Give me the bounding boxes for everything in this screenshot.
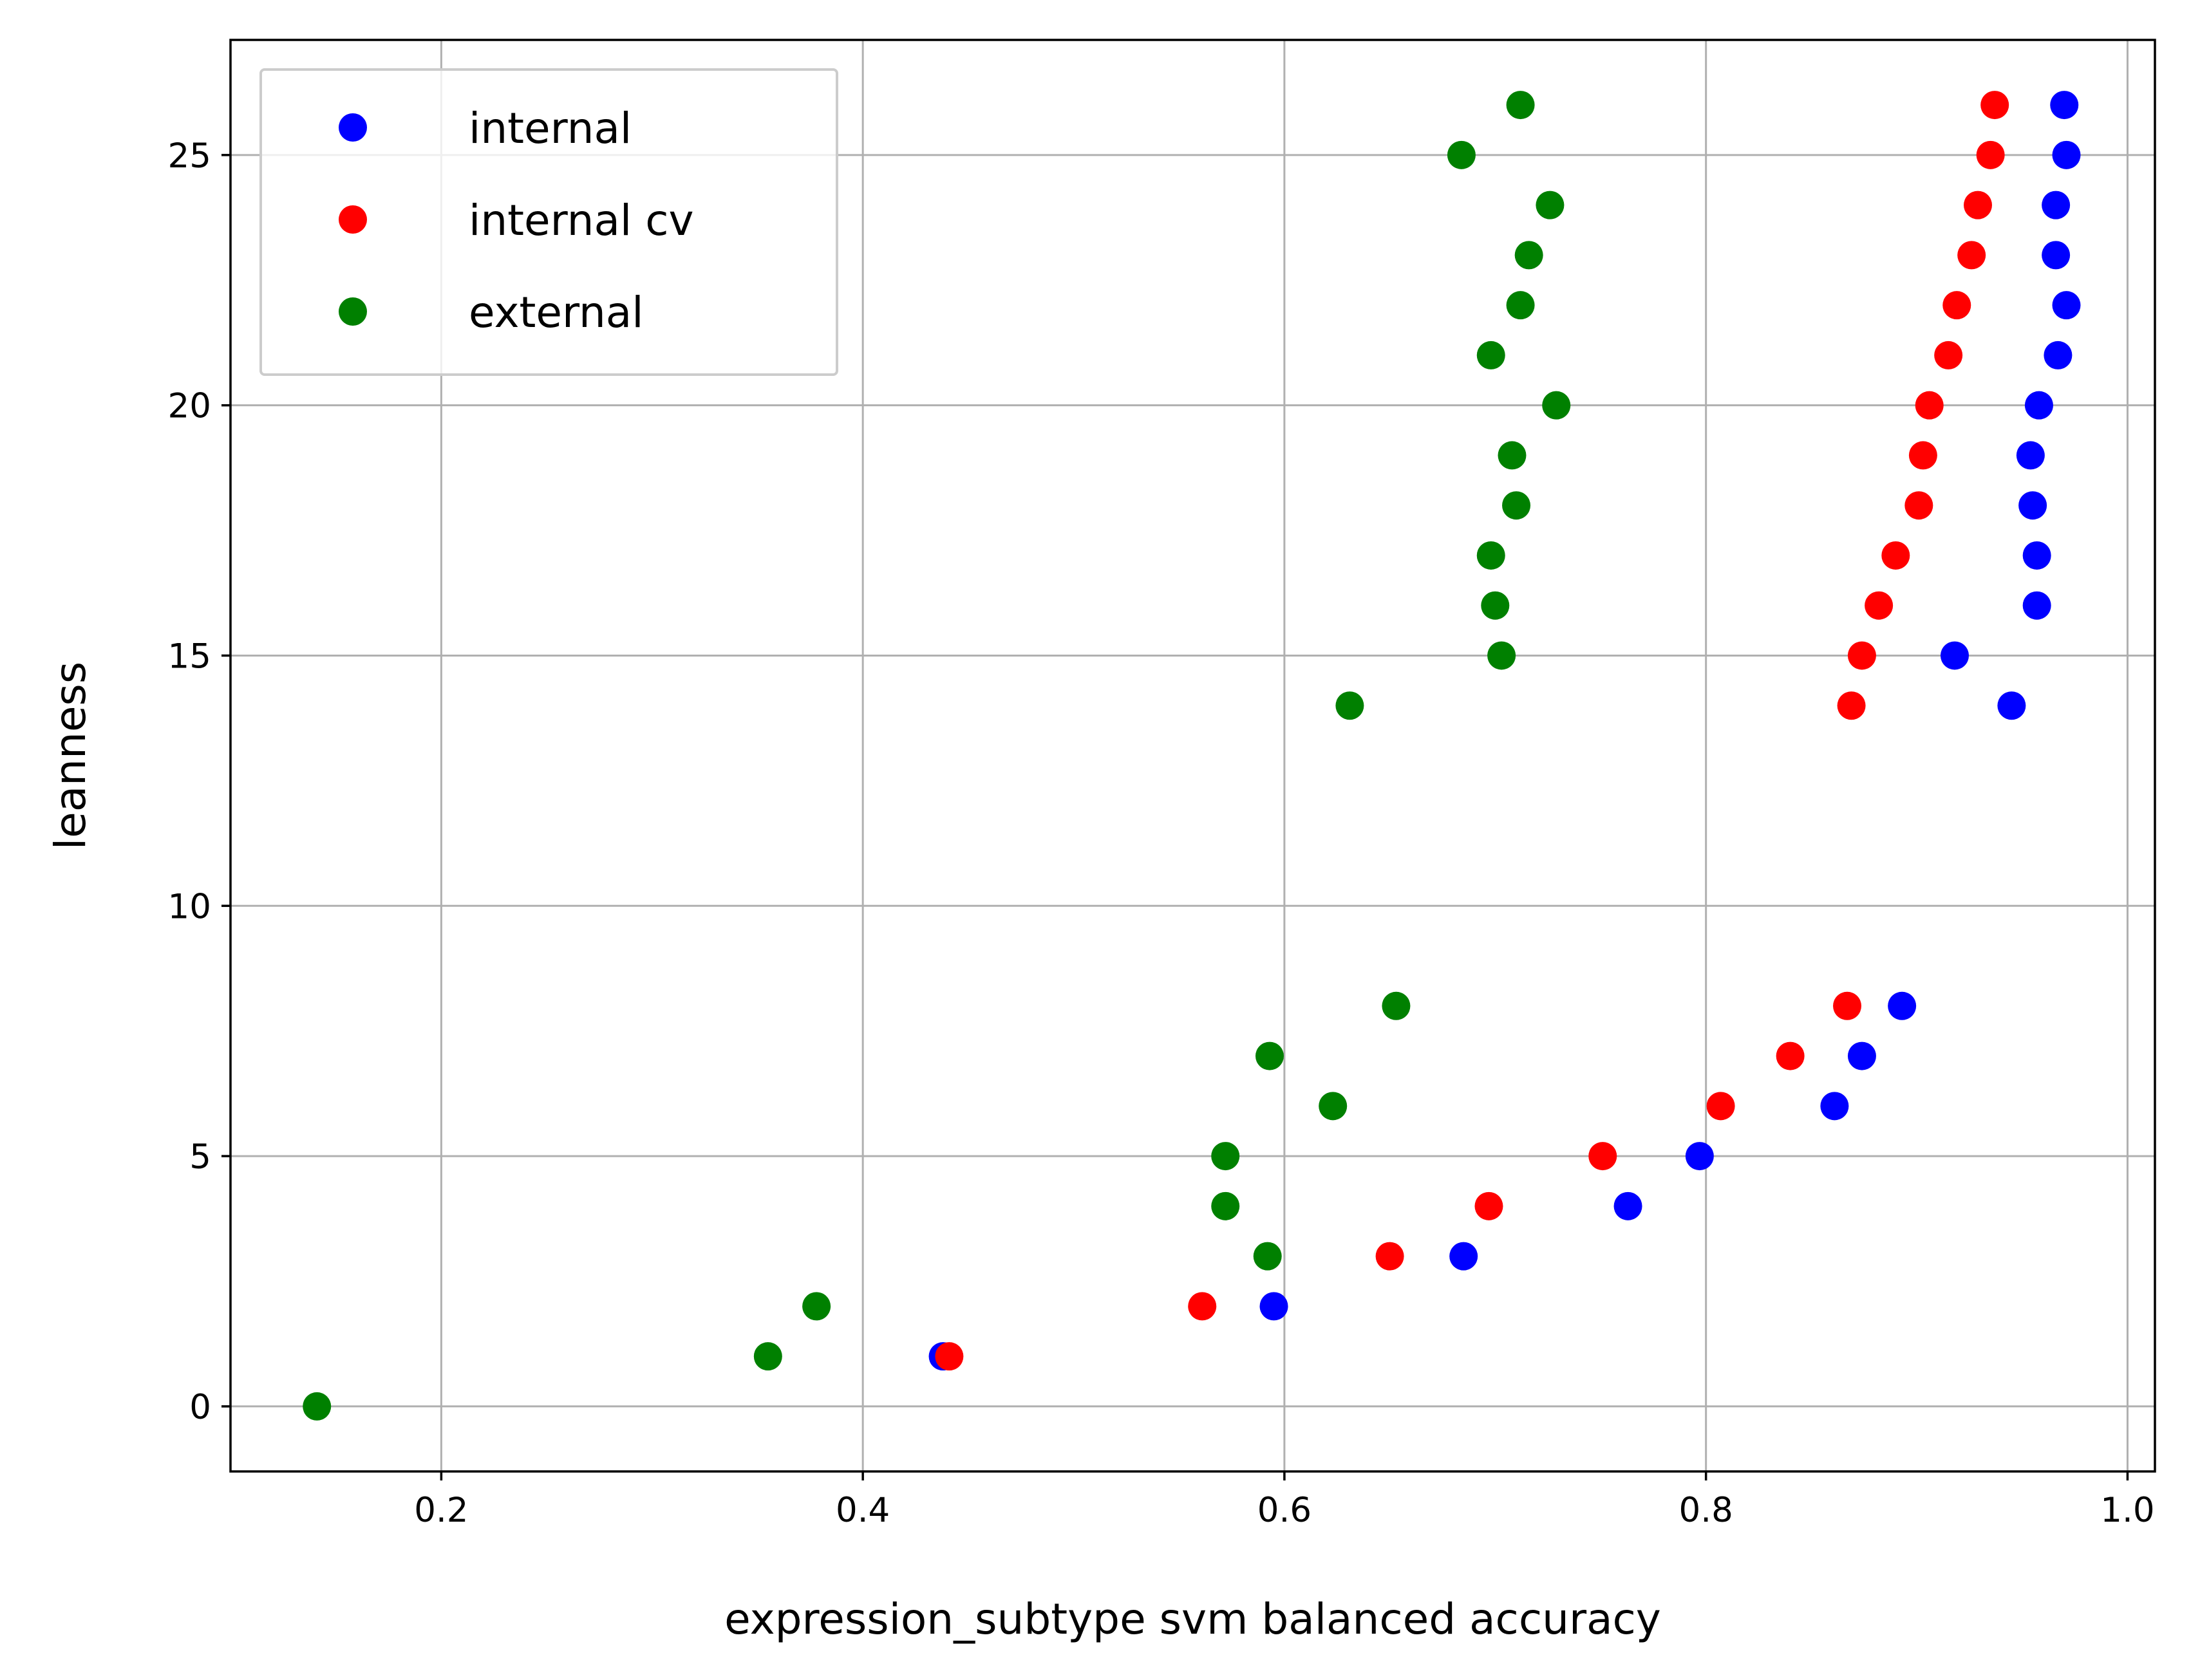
legend: internal internal cv external	[259, 68, 838, 376]
data-point	[1449, 1242, 1478, 1271]
series-external	[303, 91, 1571, 1421]
data-point	[2022, 541, 2051, 570]
data-point	[1820, 1092, 1849, 1121]
data-point	[1847, 1041, 1876, 1070]
y-tick-label: 0	[189, 1388, 211, 1427]
y-axis-label: leanness	[46, 662, 95, 850]
data-point	[2022, 591, 2051, 620]
data-point	[1502, 491, 1531, 520]
data-point	[1514, 241, 1543, 270]
data-point	[1319, 1092, 1348, 1121]
data-point	[1588, 1142, 1617, 1171]
data-point	[1942, 291, 1971, 320]
y-axis: 0 5 10 15 20 25	[168, 136, 230, 1427]
x-tick-label: 0.6	[1257, 1491, 1312, 1530]
data-points	[303, 91, 2081, 1421]
data-point	[1211, 1142, 1240, 1171]
data-point	[753, 1342, 782, 1371]
data-point	[1481, 591, 1510, 620]
y-tick-label: 5	[189, 1137, 211, 1177]
data-point	[1487, 641, 1516, 670]
data-point	[2042, 191, 2071, 219]
data-point	[1613, 1191, 1642, 1220]
data-point	[1253, 1242, 1282, 1271]
legend-marker	[339, 297, 367, 326]
x-axis: 0.2 0.4 0.6 0.8 1.0	[414, 1471, 2155, 1530]
data-point	[1375, 1242, 1404, 1271]
data-point	[1888, 991, 1917, 1020]
legend-box	[259, 68, 838, 376]
legend-marker	[339, 205, 367, 234]
data-point	[1382, 991, 1411, 1020]
x-tick-label: 0.2	[414, 1491, 468, 1530]
data-point	[1476, 341, 1505, 369]
y-tick-label: 10	[168, 887, 211, 926]
x-tick-label: 0.8	[1679, 1491, 1733, 1530]
data-point	[1536, 191, 1565, 219]
data-point	[303, 1392, 332, 1421]
data-point	[1904, 491, 1933, 520]
data-point	[1940, 641, 1969, 670]
data-point	[2042, 241, 2071, 270]
grid	[230, 40, 2155, 1471]
data-point	[1915, 391, 1944, 420]
data-point	[1476, 541, 1505, 570]
data-point	[1498, 441, 1527, 470]
data-point	[2024, 391, 2053, 420]
data-point	[1447, 140, 1476, 169]
data-point	[1474, 1191, 1503, 1220]
data-point	[1259, 1292, 1288, 1321]
data-point	[1976, 140, 2005, 169]
series-internal	[928, 91, 2081, 1371]
y-tick-label: 15	[168, 637, 211, 676]
y-tick-label: 20	[168, 387, 211, 426]
data-point	[1881, 541, 1910, 570]
legend-marker	[339, 113, 367, 142]
data-point	[1963, 191, 1992, 219]
data-point	[2044, 341, 2073, 369]
data-point	[2018, 491, 2047, 520]
data-point	[2050, 91, 2079, 120]
data-point	[1997, 691, 2026, 720]
data-point	[2016, 441, 2045, 470]
data-point	[1776, 1041, 1805, 1070]
x-axis-label: expression_subtype svm balanced accuracy	[724, 1594, 1661, 1644]
data-point	[1833, 991, 1862, 1020]
data-point	[1934, 341, 1963, 369]
data-point	[1335, 691, 1364, 720]
legend-label: internal	[469, 104, 632, 153]
y-tick-label: 25	[168, 136, 211, 176]
series-internal-cv	[935, 91, 2009, 1371]
data-point	[1980, 91, 2009, 120]
x-tick-label: 1.0	[2100, 1491, 2154, 1530]
data-point	[1506, 91, 1535, 120]
data-point	[1542, 391, 1571, 420]
data-point	[1837, 691, 1866, 720]
x-tick-label: 0.4	[836, 1491, 890, 1530]
data-point	[935, 1342, 964, 1371]
data-point	[1847, 641, 1876, 670]
data-point	[1706, 1092, 1735, 1121]
plot-frame	[229, 39, 2156, 1473]
data-point	[1957, 241, 1986, 270]
data-point	[1506, 291, 1535, 320]
data-point	[1211, 1191, 1240, 1220]
data-point	[1865, 591, 1894, 620]
data-point	[1255, 1041, 1284, 1070]
data-point	[2052, 140, 2081, 169]
data-point	[802, 1292, 831, 1321]
data-point	[1188, 1292, 1217, 1321]
legend-label: external	[469, 288, 644, 337]
data-point	[1908, 441, 1937, 470]
data-point	[2052, 291, 2081, 320]
legend-label: internal cv	[469, 196, 694, 245]
data-point	[1685, 1142, 1714, 1171]
